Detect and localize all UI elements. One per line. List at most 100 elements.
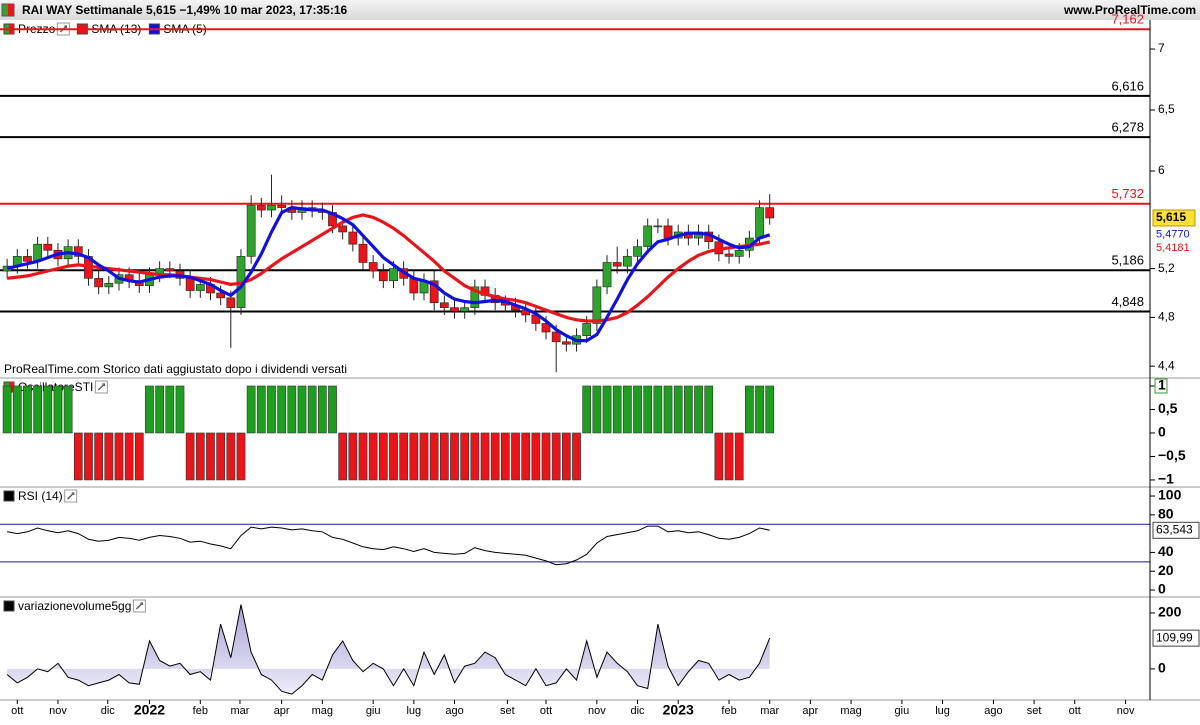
candle-body (633, 246, 642, 257)
y-tick-label: 4,8 (1158, 310, 1175, 324)
x-tick-label: ago (445, 705, 463, 717)
sma-last-label: 5,4770 (1156, 229, 1190, 241)
signal-bar (23, 385, 32, 434)
y-tick-label: 40 (1158, 543, 1174, 559)
x-tick-label: mar (760, 705, 779, 717)
signal-bar (185, 432, 195, 481)
signal-bar (175, 385, 185, 434)
signal-bar (378, 432, 388, 481)
candle-body (226, 297, 236, 308)
signal-bar (195, 432, 205, 481)
signal-bar (684, 385, 693, 434)
signal-bar (755, 385, 764, 434)
x-tick-label: mag (312, 705, 333, 717)
header-source: www.ProRealTime.com (1063, 3, 1196, 17)
y-tick-label: 100 (1158, 487, 1182, 503)
signal-bar (765, 385, 775, 434)
signal-bar (389, 432, 398, 481)
candle-body (734, 249, 744, 257)
candle-body (185, 278, 195, 291)
last-value-label: 109,99 (1156, 630, 1193, 644)
settings-icon (97, 383, 106, 391)
candle-body (348, 231, 358, 245)
signal-bar (409, 432, 419, 481)
y-tick-label: 5,2 (1158, 261, 1175, 275)
level-label: 6,616 (1111, 78, 1144, 93)
x-tick-label: apr (802, 705, 818, 717)
signal-bar (216, 432, 226, 481)
candle-body (765, 207, 775, 219)
volume-line (6, 604, 771, 695)
x-tick-label: 2023 (663, 702, 694, 718)
last-value-box (1152, 629, 1200, 647)
signal-bar (734, 432, 744, 481)
settings-icon (67, 492, 75, 500)
legend-icon (3, 600, 15, 612)
candle-body (602, 262, 612, 288)
candle-body (73, 246, 83, 257)
candle-body (561, 341, 571, 345)
candle-body (429, 280, 439, 304)
signal-bar (612, 385, 622, 434)
signal-bar (694, 385, 703, 434)
signal-bar (328, 385, 337, 434)
x-tick-label: mar (230, 705, 249, 717)
candle-body (246, 204, 256, 257)
x-tick-label: lug (935, 705, 950, 717)
signal-bar (450, 432, 459, 481)
x-tick-label: feb (193, 705, 208, 717)
signal-bar (43, 385, 53, 434)
x-tick-label: set (500, 705, 515, 717)
candle-body (470, 286, 480, 308)
signal-bar (643, 385, 653, 434)
candle-body (358, 243, 368, 263)
signal-bar (419, 432, 429, 481)
chart-note: ProRealTime.com Storico dati aggiustato … (4, 362, 347, 376)
signal-bar (368, 432, 378, 481)
candle-body (378, 270, 388, 282)
legend-icon (9, 382, 14, 392)
level-label: 7,162 (1111, 12, 1144, 27)
candle-body (755, 207, 764, 239)
candle-body (612, 262, 622, 267)
signal-bar (114, 432, 124, 481)
x-tick-label: ott (540, 705, 552, 717)
signal-bar (490, 432, 500, 481)
signal-bar (602, 385, 612, 434)
signal-bar (63, 385, 73, 434)
signal-bar (582, 385, 592, 434)
y-tick-label: 1 (1158, 377, 1166, 393)
last-value-label: 63,543 (1156, 522, 1193, 536)
y-tick-label: 80 (1158, 506, 1174, 522)
signal-bar (338, 432, 348, 481)
candle-body (23, 256, 32, 262)
x-tick-label: set (1027, 705, 1042, 717)
signal-bar (348, 432, 358, 481)
legend-label: variazionevolume5gg (18, 599, 131, 613)
signal-bar (531, 432, 541, 481)
signal-bar (745, 385, 754, 434)
x-tick-label: ago (984, 705, 1002, 717)
last-price-label: 5,615 (1156, 210, 1186, 224)
sma-line (6, 206, 771, 343)
signal-bar (561, 432, 571, 481)
signal-bar (358, 432, 368, 481)
candle-body (94, 278, 103, 288)
signal-bar (622, 385, 632, 434)
candle-body (450, 307, 459, 312)
candle-body (663, 225, 673, 239)
signal-bar (429, 432, 439, 481)
signal-bar (297, 385, 307, 434)
signal-bar (460, 432, 470, 481)
signal-bar (73, 432, 83, 481)
signal-bar (206, 432, 215, 481)
candle-body (277, 204, 287, 208)
signal-bar (653, 385, 663, 434)
signal-bar (12, 385, 22, 434)
signal-bar (134, 432, 144, 481)
signal-bar (124, 432, 134, 481)
x-tick-label: apr (274, 705, 290, 717)
signal-bar (287, 385, 297, 434)
signal-bar (84, 432, 93, 481)
signal-bar (53, 385, 63, 434)
